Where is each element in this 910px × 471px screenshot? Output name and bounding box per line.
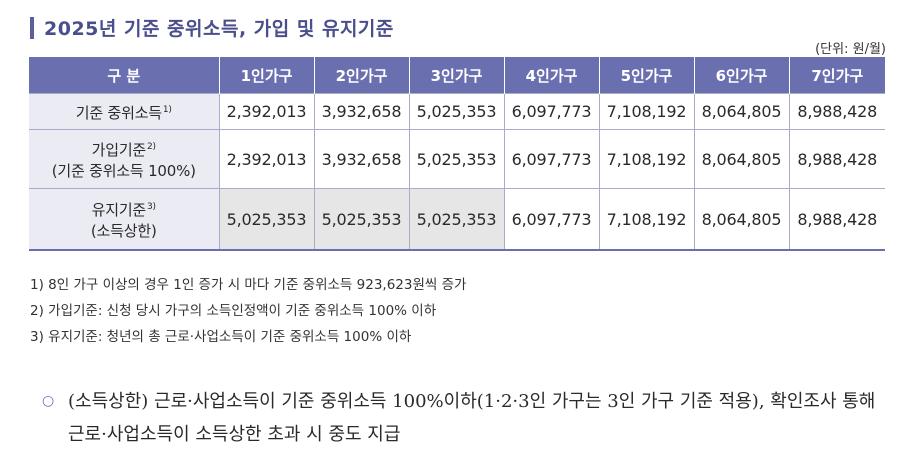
table-cell: 6,097,773 <box>503 93 600 130</box>
table-cell: 8,064,805 <box>693 188 790 251</box>
income-standard-table: 구 분 1인가구 2인가구 3인가구 4인가구 5인가구 6인가구 7인가구 기… <box>29 57 885 251</box>
table-row-entry-standard: 가입기준2) (기준 중위소득 100%) 2,392,013 3,932,65… <box>29 129 885 189</box>
header-6-person: 6인가구 <box>693 57 790 94</box>
row-label-maintenance-standard: 유지기준3) (소득상한) <box>29 188 220 251</box>
header-7-person: 7인가구 <box>788 57 885 94</box>
header-4-person: 4인가구 <box>503 57 600 94</box>
row-label-entry-standard: 가입기준2) (기준 중위소득 100%) <box>29 129 220 189</box>
table-cell: 5,025,353 <box>408 129 505 189</box>
bullet-text: (소득상한) 근로·사업소득이 기준 중위소득 100%이하(1·2·3인 가구… <box>68 391 876 445</box>
table-row-maintenance-standard: 유지기준3) (소득상한) 5,025,353 5,025,353 5,025,… <box>29 188 885 251</box>
row-label-text: 가입기준 <box>91 140 147 159</box>
header-3-person: 3인가구 <box>408 57 505 94</box>
table-cell: 3,932,658 <box>313 129 410 189</box>
table-cell: 7,108,192 <box>598 129 695 189</box>
circle-bullet-icon: ○ <box>42 393 55 409</box>
footnote-2: 2) 가입기준: 신청 당시 가구의 소득인정액이 기준 중위소득 100% 이… <box>30 303 437 319</box>
row-label-subtext: (소득상한) <box>90 221 157 240</box>
bullet-paragraph: ○ (소득상한) 근로·사업소득이 기준 중위소득 100%이하(1·2·3인 … <box>42 385 896 451</box>
row-label-text: 기준 중위소득 <box>75 103 162 122</box>
table-cell: 8,988,428 <box>788 188 885 251</box>
unit-label: (단위: 원/월) <box>815 42 886 57</box>
table-cell: 5,025,353 <box>408 93 505 130</box>
footnote-mark: 1) <box>162 104 172 115</box>
header-1-person: 1인가구 <box>218 57 315 94</box>
section-title: 2025년 기준 중위소득, 가입 및 유지기준 <box>44 18 394 40</box>
table-cell: 8,064,805 <box>693 129 790 189</box>
table-cell-shaded: 5,025,353 <box>408 188 505 251</box>
footnote-1: 1) 8인 가구 이상의 경우 1인 증가 시 마다 기준 중위소득 923,6… <box>30 277 467 293</box>
table-cell: 3,932,658 <box>313 93 410 130</box>
table-cell: 7,108,192 <box>598 93 695 130</box>
header-5-person: 5인가구 <box>598 57 695 94</box>
section-title-wrap: 2025년 기준 중위소득, 가입 및 유지기준 <box>30 14 394 41</box>
footnote-mark: 3) <box>147 201 156 212</box>
footnote-mark: 2) <box>147 141 156 152</box>
table-cell-shaded: 5,025,353 <box>313 188 410 251</box>
table-cell: 8,988,428 <box>788 93 885 130</box>
footnotes: 1) 8인 가구 이상의 경우 1인 증가 시 마다 기준 중위소득 923,6… <box>30 272 466 350</box>
header-category: 구 분 <box>29 57 220 94</box>
table-cell: 7,108,192 <box>598 188 695 251</box>
table-cell: 8,064,805 <box>693 93 790 130</box>
title-accent-bar <box>30 16 34 39</box>
footnote-3: 3) 유지기준: 청년의 총 근로·사업소득이 기준 중위소득 100% 이하 <box>30 329 412 345</box>
table-cell: 2,392,013 <box>218 129 315 189</box>
row-label-median-income: 기준 중위소득1) <box>29 93 220 130</box>
row-label-subtext: (기준 중위소득 100%) <box>51 161 196 180</box>
row-label-text: 유지기준 <box>91 200 147 219</box>
table-cell: 2,392,013 <box>218 93 315 130</box>
table-cell-shaded: 5,025,353 <box>218 188 315 251</box>
table-row-median-income: 기준 중위소득1) 2,392,013 3,932,658 5,025,353 … <box>29 93 885 130</box>
header-2-person: 2인가구 <box>313 57 410 94</box>
table-cell: 6,097,773 <box>503 129 600 189</box>
table-header-row: 구 분 1인가구 2인가구 3인가구 4인가구 5인가구 6인가구 7인가구 <box>29 57 885 94</box>
table-cell: 8,988,428 <box>788 129 885 189</box>
table-cell: 6,097,773 <box>503 188 600 251</box>
